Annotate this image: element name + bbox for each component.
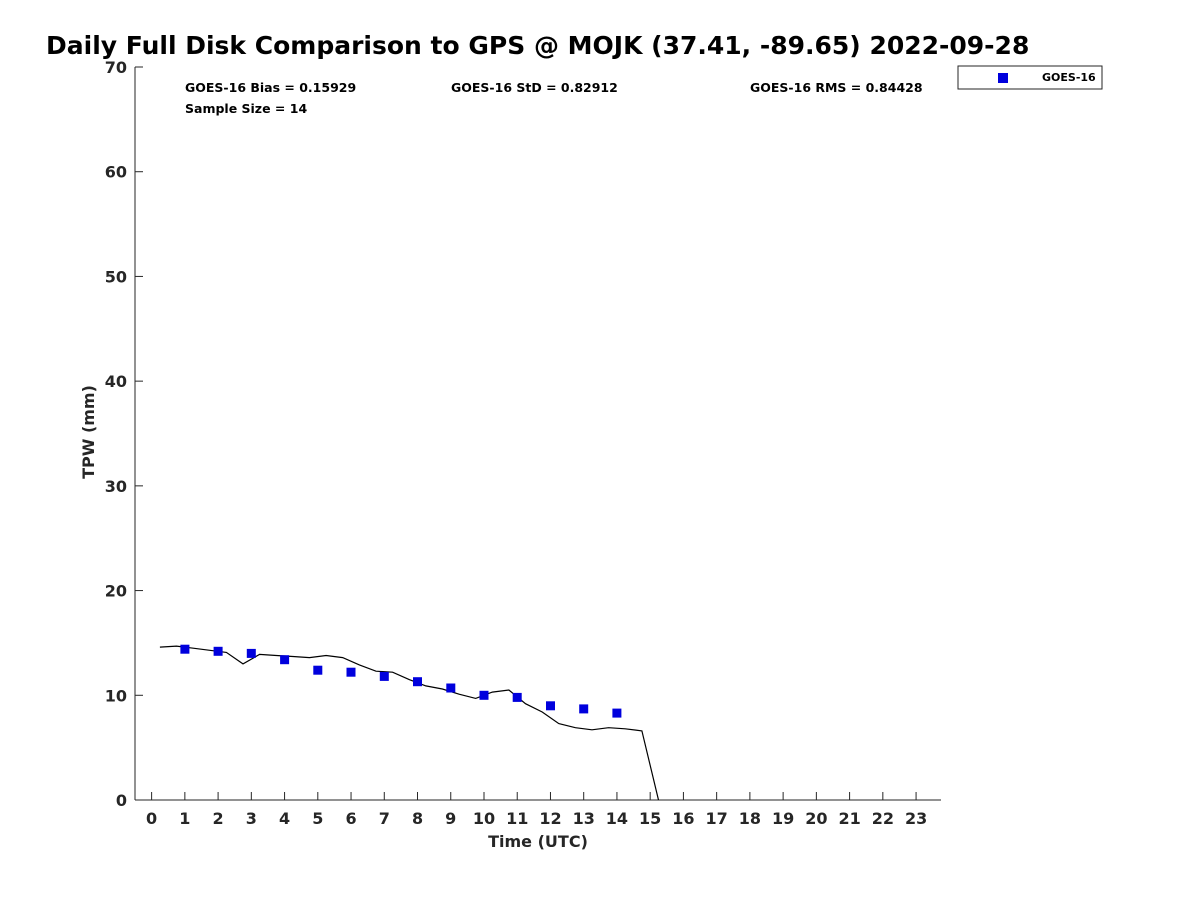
- chart-title: Daily Full Disk Comparison to GPS @ MOJK…: [46, 31, 1029, 60]
- goes-16-point: [246, 648, 256, 658]
- x-tick-label: 6: [345, 809, 356, 828]
- x-tick-label: 4: [279, 809, 290, 828]
- x-tick-label: 15: [639, 809, 661, 828]
- goes-16-point: [413, 677, 422, 687]
- x-tick-label: 5: [312, 809, 323, 828]
- stat-rms: GOES-16 RMS = 0.84428: [750, 80, 923, 95]
- goes-16-point: [512, 692, 522, 702]
- x-tick-label: 9: [445, 809, 456, 828]
- y-axis-ticks: 0 10 20 30 40 50 60 70: [105, 58, 143, 810]
- y-axis-title: TPW (mm): [79, 385, 98, 479]
- goes-16-point: [579, 704, 589, 714]
- goes-16-point: [213, 646, 223, 656]
- goes-16-point: [446, 683, 456, 693]
- x-tick-label: 2: [213, 809, 224, 828]
- x-tick-label: 7: [379, 809, 390, 828]
- x-tick-label: 12: [539, 809, 561, 828]
- x-tick-label: 1: [179, 809, 190, 828]
- y-tick-label: 60: [105, 163, 127, 182]
- x-tick-label: 19: [772, 809, 794, 828]
- goes-16-point: [546, 701, 555, 711]
- x-tick-label: 23: [905, 809, 927, 828]
- legend-marker: [998, 73, 1008, 83]
- y-tick-label: 70: [105, 58, 127, 77]
- x-tick-label: 21: [838, 809, 860, 828]
- x-tick-label: 0: [146, 809, 157, 828]
- goes-16-point: [313, 665, 323, 675]
- x-tick-label: 8: [412, 809, 423, 828]
- x-tick-label: 14: [606, 809, 628, 828]
- x-tick-label: 17: [706, 809, 728, 828]
- y-tick-label: 40: [105, 372, 127, 391]
- x-tick-label: 10: [473, 809, 495, 828]
- gps-series-line: [159, 645, 660, 801]
- legend-entry-goes-16: GOES-16: [1042, 71, 1096, 84]
- goes-16-point: [180, 644, 190, 654]
- x-axis-ticks: 0 1 2 3 4 5 6 7 8 9 10 11 12 13 14 15 16 17 18 19 20 21 22 23: [146, 792, 927, 828]
- stat-bias: GOES-16 Bias = 0.15929: [185, 80, 356, 95]
- stat-std: GOES-16 StD = 0.82912: [451, 80, 618, 95]
- goes-16-point: [479, 690, 489, 700]
- x-tick-label: 3: [246, 809, 257, 828]
- y-tick-label: 30: [105, 477, 127, 496]
- x-tick-label: 16: [672, 809, 694, 828]
- x-tick-label: 20: [805, 809, 827, 828]
- y-tick-label: 0: [116, 791, 127, 810]
- goes-16-point: [379, 671, 389, 681]
- goes-16-point: [612, 708, 622, 718]
- y-tick-label: 20: [105, 582, 127, 601]
- x-tick-label: 13: [573, 809, 595, 828]
- stat-sample-size: Sample Size = 14: [185, 101, 307, 116]
- goes-16-point: [280, 655, 290, 665]
- goes-16-point: [346, 667, 356, 677]
- y-tick-label: 50: [105, 267, 127, 286]
- x-tick-label: 18: [739, 809, 761, 828]
- goes-16-points: [180, 644, 622, 718]
- x-tick-label: 11: [506, 809, 528, 828]
- legend-box: [957, 65, 1103, 90]
- x-tick-label: 22: [872, 809, 894, 828]
- legend: GOES-16: [957, 65, 1103, 90]
- x-axis-title: Time (UTC): [488, 832, 588, 851]
- y-tick-label: 10: [105, 686, 127, 705]
